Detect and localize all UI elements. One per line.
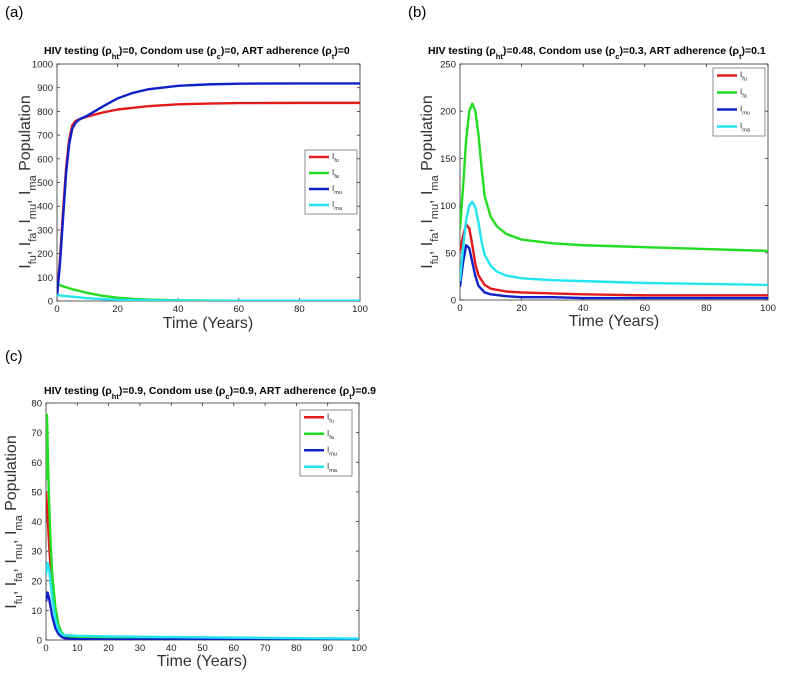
series-line-ma [460,200,768,287]
x-tick-label: 90 [322,643,333,654]
legend-entry-ma: Ima [332,200,343,212]
x-tick-label: 0 [54,304,59,315]
y-tick-label: 700 [37,131,53,142]
chart-title: HIV testing (ρht)=0.48, Condom use (ρc)=… [428,45,766,61]
legend-entry-fa: Ifa [740,88,748,100]
chart-panel-b: (b) HIV testing (ρht)=0.48, Condom use (ρ… [408,4,776,330]
x-tick-label: 50 [197,643,208,654]
x-axis-label: Time (Years) [569,313,659,330]
y-tick-label: 400 [37,202,53,213]
x-tick-label: 80 [701,303,712,314]
x-axis-label: Time (Years) [157,653,247,670]
x-tick-label: 60 [640,303,651,314]
panel-label: (b) [408,4,426,21]
y-tick-label: 900 [37,83,53,94]
y-axis-label: Ifu, Ifa, Imu, Ima Population [419,95,441,268]
legend-entry-mu: Imu [332,184,342,196]
x-axis-label: Time (Years) [163,315,253,332]
series-line-fu [460,223,768,297]
series-line-mu [57,82,360,297]
legend-entry-mu: Imu [327,445,337,457]
y-tick-label: 100 [440,201,456,212]
y-tick-label: 250 [440,60,456,71]
chart-panel-a: (a) HIV testing (ρht)=0, Condom use (ρc)=… [5,4,368,332]
legend-box [304,149,358,215]
x-tick-label: 60 [229,643,240,654]
x-tick-label: 100 [351,643,367,654]
x-tick-label: 40 [578,303,589,314]
x-tick-label: 100 [760,303,776,314]
y-tick-label: 100 [37,273,53,284]
x-tick-label: 20 [103,643,114,654]
panel-label: (a) [5,4,23,21]
y-tick-label: 500 [37,178,53,189]
y-axis-label: Ifu, Ifa, Imu, Ima Population [3,435,25,608]
y-tick-label: 40 [31,517,42,528]
y-tick-label: 0 [37,636,42,647]
y-tick-label: 0 [451,296,456,307]
x-tick-label: 80 [294,304,305,315]
legend-entry-mu: Imu [740,105,750,117]
x-tick-label: 0 [43,643,48,654]
legend-entry-fa: Ifa [332,168,340,180]
legend-entry-fu: Ifu [332,152,339,164]
chart-title: HIV testing (ρht)=0.9, Condom use (ρc)=0… [44,385,376,401]
legend-entry-ma: Ima [740,122,751,134]
x-tick-label: 40 [173,304,184,315]
legend-entry-ma: Ima [327,462,338,474]
y-tick-label: 200 [37,249,53,260]
y-tick-label: 20 [31,576,42,587]
x-tick-label: 20 [112,304,123,315]
y-tick-label: 150 [440,154,456,165]
y-tick-label: 50 [31,487,42,498]
x-tick-label: 10 [72,643,83,654]
x-tick-label: 20 [516,303,527,314]
x-tick-label: 60 [234,304,245,315]
y-tick-label: 10 [31,606,42,617]
y-tick-label: 1000 [32,60,53,71]
x-tick-label: 80 [291,643,302,654]
chart-title: HIV testing (ρht)=0, Condom use (ρc)=0, … [44,45,350,61]
y-tick-label: 200 [440,107,456,118]
x-tick-label: 70 [260,643,271,654]
x-tick-label: 40 [166,643,177,654]
series-line-mu [46,591,359,640]
panel-label: (c) [5,348,23,365]
legend-entry-fa: Ifa [327,429,335,441]
y-tick-label: 70 [31,428,42,439]
y-tick-label: 60 [31,458,42,469]
series-line-mu [460,244,768,300]
y-tick-label: 0 [48,297,53,308]
series-line-fa [460,102,768,253]
series-line-ma [57,293,360,301]
y-axis-label: Ifu, Ifa, Imu, Ima Population [17,95,39,268]
y-tick-label: 600 [37,154,53,165]
x-tick-label: 0 [457,303,462,314]
legend-entry-fu: Ifu [327,412,334,424]
y-tick-label: 80 [31,399,42,410]
legend-box [712,67,766,137]
series-line-ma [46,561,359,640]
legend-box [299,409,353,477]
y-tick-label: 800 [37,107,53,118]
y-tick-label: 50 [445,248,456,259]
chart-panel-c: (c) HIV testing (ρht)=0.9, Condom use (ρc… [3,348,376,670]
legend-entry-fu: Ifu [740,71,747,83]
x-tick-label: 100 [352,304,368,315]
x-tick-label: 30 [135,643,146,654]
y-tick-label: 300 [37,225,53,236]
y-tick-label: 30 [31,547,42,558]
